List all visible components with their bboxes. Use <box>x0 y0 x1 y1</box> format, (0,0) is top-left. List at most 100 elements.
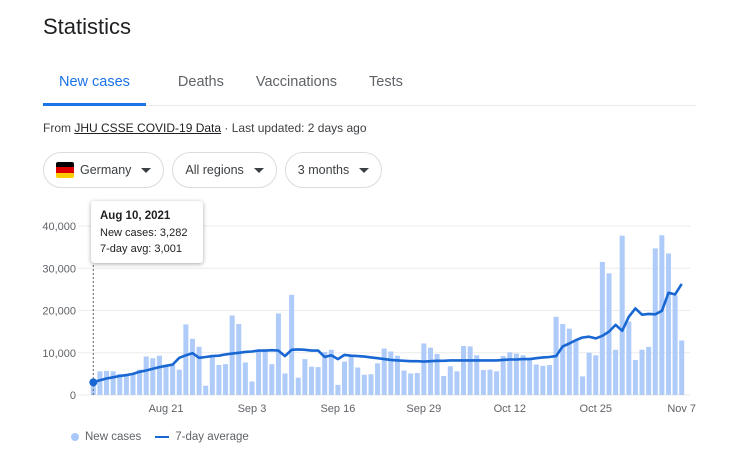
chart-legend: New cases 7-day average <box>71 431 249 443</box>
country-dropdown[interactable]: Germany <box>43 152 165 188</box>
bar <box>480 370 486 395</box>
chevron-down-icon <box>253 167 264 173</box>
bar <box>302 359 308 395</box>
bar <box>110 371 116 395</box>
bar <box>487 369 493 395</box>
page-title: Statistics <box>43 14 132 39</box>
bar <box>672 295 678 395</box>
bar <box>256 350 262 395</box>
time-range-dropdown[interactable]: 3 months <box>284 152 383 188</box>
bar <box>123 374 129 395</box>
bar <box>223 364 229 395</box>
bar <box>176 369 182 395</box>
data-source-line: From JHU CSSE COVID-19 Data · Last updat… <box>43 121 367 135</box>
bar <box>613 349 619 395</box>
legend-line-swatch <box>155 436 170 438</box>
bar <box>421 343 427 395</box>
bar <box>170 364 176 395</box>
bar <box>527 359 533 395</box>
y-tick-label: 0 <box>70 390 76 402</box>
bar <box>163 364 169 395</box>
region-dropdown[interactable]: All regions <box>172 152 277 188</box>
x-tick-label: Aug 21 <box>149 403 184 415</box>
bar <box>599 261 605 395</box>
x-tick-label: Nov 7 <box>667 403 696 415</box>
x-tick-label: Sep 29 <box>406 403 441 415</box>
source-link[interactable]: JHU CSSE COVID-19 Data <box>74 121 222 135</box>
bar <box>646 346 652 395</box>
bar <box>104 370 110 395</box>
bar <box>328 349 334 395</box>
bar <box>209 357 215 395</box>
bar <box>560 324 566 395</box>
bar <box>507 352 513 395</box>
bar <box>130 373 136 395</box>
tab-bar: New cases Deaths Vaccinations Tests <box>43 64 696 106</box>
bar <box>494 371 500 395</box>
bar <box>606 273 612 395</box>
bar <box>183 324 189 395</box>
bar <box>97 371 103 395</box>
bar <box>447 366 453 395</box>
bar <box>368 374 374 395</box>
bar <box>408 373 414 395</box>
bar <box>414 373 420 395</box>
bar <box>513 353 519 395</box>
bar <box>520 355 526 395</box>
bar <box>275 313 281 395</box>
y-tick-label: 30,000 <box>42 263 76 275</box>
bar <box>434 354 440 395</box>
bar <box>335 384 341 395</box>
bar <box>652 248 658 395</box>
bar <box>216 365 222 395</box>
bar <box>229 315 235 395</box>
tooltip-average: 7-day avg: 3,001 <box>100 243 182 255</box>
bar <box>394 355 400 395</box>
bar <box>242 362 248 395</box>
bar <box>150 358 156 395</box>
tab-vaccinations[interactable]: Vaccinations <box>255 74 338 90</box>
bar <box>679 340 685 395</box>
bar <box>203 385 209 395</box>
tooltip-new-cases: New cases: 3,282 <box>100 227 188 239</box>
bar <box>381 348 387 395</box>
new-cases-chart[interactable]: 0 10,000 20,000 30,000 40,000 Aug 21 Sep 3 Sep … <box>0 195 732 425</box>
y-tick-label: 40,000 <box>42 221 76 233</box>
bar <box>474 355 480 395</box>
chevron-down-icon <box>359 167 370 173</box>
bar <box>375 363 381 395</box>
y-tick-label: 10,000 <box>42 348 76 360</box>
y-tick-label: 20,000 <box>42 306 76 318</box>
bar <box>262 349 268 395</box>
chart-tooltip: Aug 10, 2021 New cases: 3,282 7-day avg:… <box>91 201 203 263</box>
bar <box>461 345 467 395</box>
bar <box>626 321 632 395</box>
bar <box>619 235 625 395</box>
source-prefix: From <box>43 121 75 135</box>
last-updated: · Last updated: 2 days ago <box>221 121 367 135</box>
bar <box>289 294 295 395</box>
hover-point <box>89 378 98 387</box>
country-dropdown-label: Germany <box>80 163 132 177</box>
x-tick-label: Oct 25 <box>580 403 612 415</box>
bar <box>117 373 123 395</box>
bar <box>308 366 314 395</box>
average-line <box>92 283 683 384</box>
bar <box>427 347 433 395</box>
tooltip-date: Aug 10, 2021 <box>100 210 171 222</box>
bar <box>295 377 301 395</box>
bar <box>500 356 506 395</box>
bar <box>573 340 579 395</box>
bar <box>546 365 552 395</box>
bar <box>388 351 394 395</box>
tab-new-cases[interactable]: New cases <box>43 64 146 106</box>
bar <box>566 328 572 395</box>
tab-tests[interactable]: Tests <box>369 74 403 90</box>
x-tick-label: Sep 16 <box>320 403 355 415</box>
tab-deaths[interactable]: Deaths <box>177 74 224 90</box>
legend-average: 7-day average <box>175 431 249 443</box>
bar <box>632 359 638 395</box>
bar <box>156 355 162 395</box>
bar <box>361 374 367 395</box>
bar <box>342 361 348 395</box>
